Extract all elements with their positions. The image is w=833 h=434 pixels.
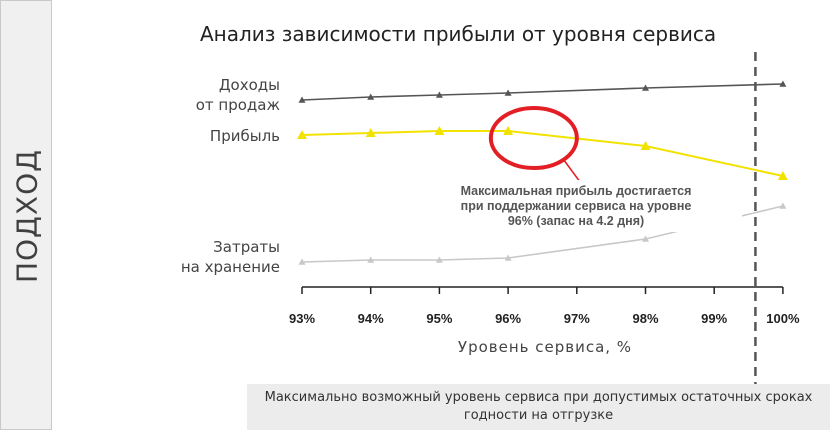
chart-title: Анализ зависимости прибыли от уровня сер… [200,22,717,46]
side-tab: ПОДХОД [0,0,52,430]
x-tick-label: 95% [426,311,452,326]
data-point [298,258,306,265]
data-point [504,254,512,261]
annotation-text: 96% (запас на 4.2 дня) [508,214,644,228]
data-point [434,126,445,135]
x-tick-label: 93% [289,311,315,326]
data-point [297,130,307,139]
data-point [779,80,787,87]
annotation-text: Максимальная прибыль достигается [461,184,692,198]
x-tick-label: 96% [495,311,521,326]
data-point [365,128,376,137]
series-label: от продаж [196,96,280,114]
data-point [777,171,788,180]
data-point [367,256,375,263]
series-label: на хранение [181,258,280,276]
data-point [435,91,443,98]
data-point [640,141,651,150]
x-tick-label: 94% [358,311,384,326]
x-tick-label: 97% [564,311,590,326]
series-label: Затраты [213,238,280,256]
data-point [298,96,306,103]
annotation-pointer [563,159,582,184]
x-axis-label: Уровень сервиса, % [458,338,632,356]
x-tick-label: 100% [766,311,800,326]
series-line [301,205,784,263]
footnote: Максимально возможный уровень сервиса пр… [247,384,830,430]
x-tick-label: 99% [701,311,727,326]
data-point [435,256,443,263]
annotation-text: при поддержании сервиса на уровне [461,199,692,213]
annotation-backing [412,180,742,232]
data-point [642,235,649,242]
data-point [642,84,649,91]
data-point [779,202,787,209]
x-tick-label: 98% [632,311,658,326]
series-line [301,83,783,101]
series-line [301,130,784,177]
series-label: Прибыль [210,127,280,145]
data-point [504,89,512,96]
data-point [367,93,375,100]
annotation-circle [488,106,579,170]
data-point [503,126,514,135]
series-label: Доходы [219,76,280,94]
